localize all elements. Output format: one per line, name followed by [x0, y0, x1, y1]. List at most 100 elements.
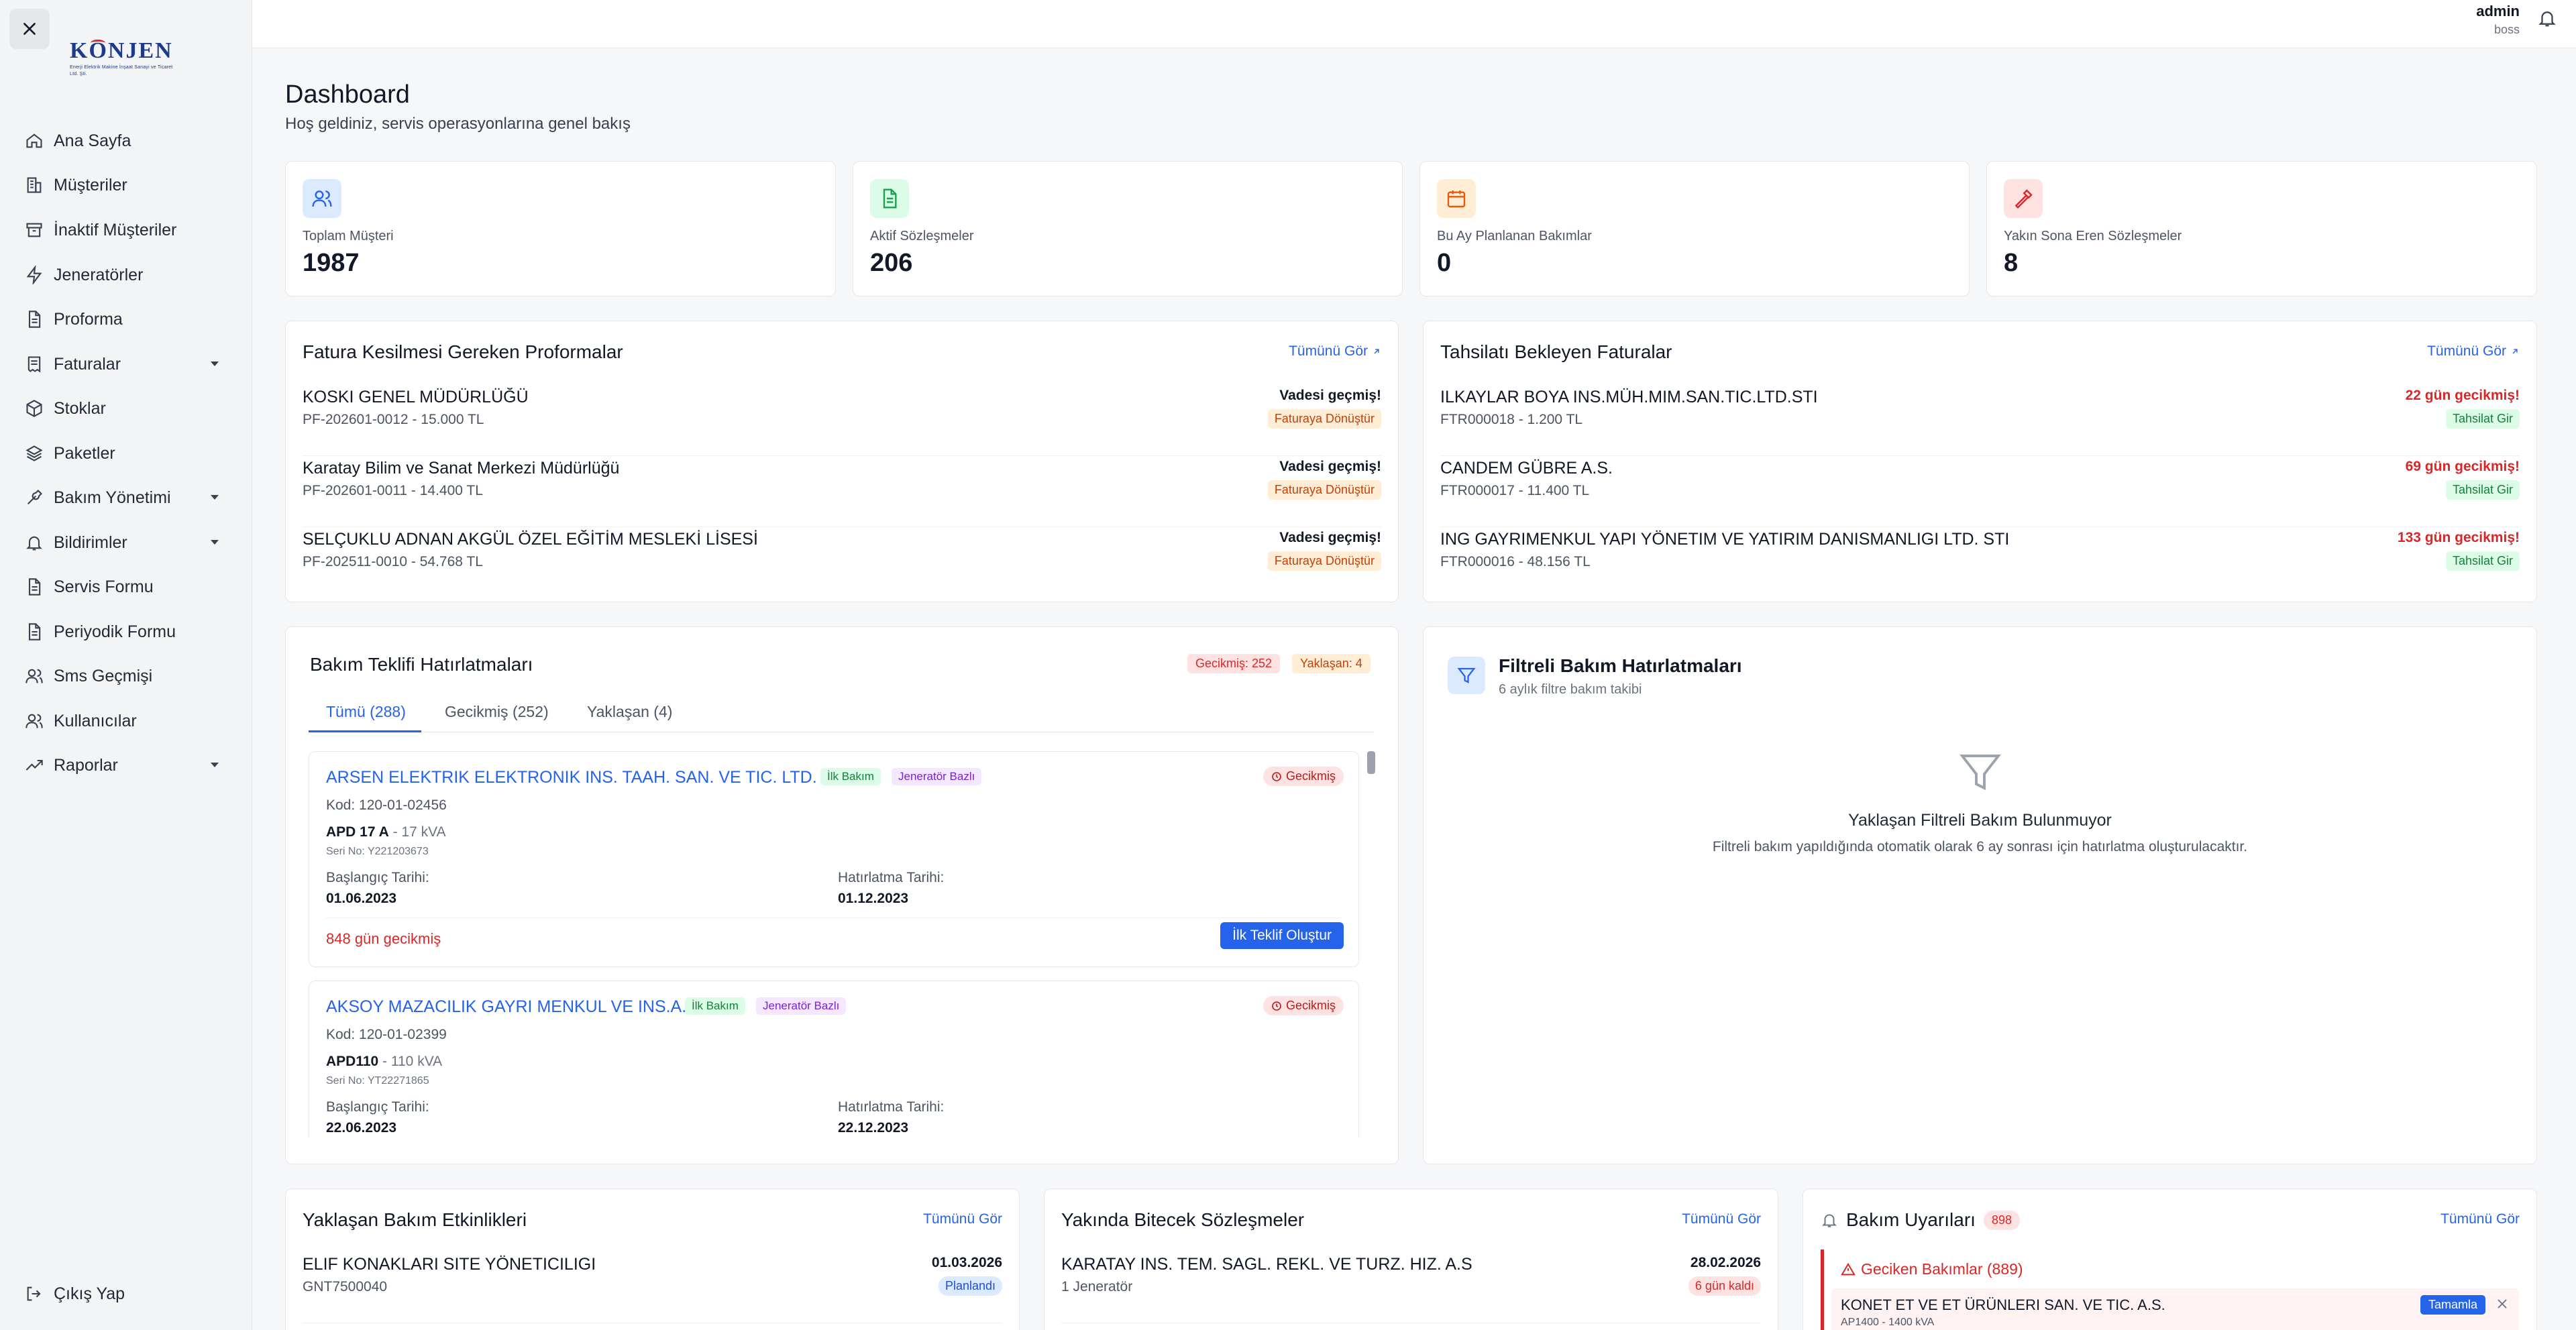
sidebar-item-faturalar[interactable]: Faturalar — [24, 348, 225, 380]
list-item[interactable]: ILKAYLAR BOYA INS.MÜH.MIM.SAN.TIC.LTD.ST… — [1440, 385, 2520, 456]
alert-item[interactable]: KONET ET VE ET ÜRÜNLERI SAN. VE TIC. A.S… — [1831, 1288, 2519, 1330]
home-icon — [24, 131, 44, 151]
list-item[interactable]: Karatay Bilim ve Sanat Merkezi Müdürlüğü… — [303, 456, 1381, 527]
sidebar-item-kullanicilar[interactable]: Kullanıcılar — [24, 705, 225, 737]
overdue-days: 848 gün gecikmiş — [326, 930, 441, 947]
customer-name-link[interactable]: ARSEN ELEKTRIK ELEKTRONIK INS. TAAH. SAN… — [326, 768, 848, 787]
convert-to-invoice-button[interactable]: Faturaya Dönüştür — [1267, 409, 1381, 429]
list-item[interactable]: KARATAY INS. TEM. SAGL. REKL. VE TURZ. H… — [1061, 1252, 1761, 1323]
scrollbar-thumb[interactable] — [1367, 751, 1375, 774]
view-all-link[interactable]: Tümünü Gör — [2427, 343, 2520, 359]
customer-name-link[interactable]: AKSOY MAZACILIK GAYRI MENKUL VE INS.A.S — [326, 997, 698, 1016]
model-name: APD110 — [326, 1054, 379, 1069]
sidebar-item-periyodik-formu[interactable]: Periyodik Formu — [24, 616, 225, 648]
stat-card-expiring-contracts[interactable]: Yakın Sona Eren Sözleşmeler 8 — [1986, 161, 2537, 296]
empty-state-text: Filtreli bakım yapıldığında otomatik ola… — [1712, 839, 2248, 854]
sidebar-item-raporlar[interactable]: Raporlar — [24, 749, 225, 781]
row-title: Karatay Bilim ve Sanat Merkezi Müdürlüğü — [303, 459, 620, 478]
sidebar-item-label: Faturalar — [54, 354, 121, 374]
reminder-card[interactable]: AKSOY MAZACILIK GAYRI MENKUL VE INS.A.S … — [309, 981, 1359, 1138]
list-item[interactable]: SELÇUKLU ADNAN AKGÜL ÖZEL EĞİTİM MESLEKİ… — [303, 527, 1381, 598]
stat-card-planned-maintenance[interactable]: Bu Ay Planlanan Bakımlar 0 — [1419, 161, 1970, 296]
generator-based-tag: Jeneratör Bazlı — [756, 997, 847, 1015]
list-item[interactable]: CANDEM GÜBRE A.S. FTR000017 - 11.400 TL … — [1440, 456, 2520, 527]
convert-to-invoice-button[interactable]: Faturaya Dönüştür — [1267, 551, 1381, 571]
logout-button[interactable]: Çıkış Yap — [24, 1278, 225, 1310]
serial-number: Seri No: Y221203673 — [326, 846, 429, 857]
archive-icon — [24, 220, 44, 240]
stat-card-total-customers[interactable]: Toplam Müşteri 1987 — [285, 161, 836, 296]
view-all-link[interactable]: Tümünü Gör — [1289, 343, 1381, 359]
list-item[interactable]: KOSKI GENEL MÜDÜRLÜĞÜ PF-202601-0012 - 1… — [303, 385, 1381, 456]
row-subtitle: GNT7500040 — [303, 1279, 388, 1294]
tab-upcoming[interactable]: Yaklaşan (4) — [587, 703, 673, 720]
upcoming-events-panel: Yaklaşan Bakım Etkinlikleri Tümünü Gör E… — [285, 1188, 1020, 1330]
view-all-link[interactable]: Tümünü Gör — [2440, 1211, 2520, 1227]
list-item[interactable]: ING GAYRIMENKUL YAPI YÖNETIM VE YATIRIM … — [1440, 527, 2520, 598]
sidebar-item-sms-gecmisi[interactable]: Sms Geçmişi — [24, 660, 225, 692]
wrench-icon — [24, 488, 44, 508]
panel-title: Bakım Teklifi Hatırlatmaları — [310, 654, 533, 675]
reminder-date-value: 22.12.2023 — [838, 1120, 909, 1135]
view-all-label: Tümünü Gör — [1682, 1211, 1761, 1227]
warning-icon — [1841, 1262, 1856, 1275]
sidebar-item-bildirimler[interactable]: Bildirimler — [24, 527, 225, 559]
overdue-maintenance-header[interactable]: Geciken Bakımlar (889) — [1841, 1260, 2023, 1278]
stat-label: Yakın Sona Eren Sözleşmeler — [2004, 229, 2182, 243]
row-title: KOSKI GENEL MÜDÜRLÜĞÜ — [303, 388, 529, 406]
empty-filter-icon — [1956, 748, 2004, 796]
sidebar-item-inaktif-musteriler[interactable]: İnaktif Müşteriler — [24, 214, 225, 246]
clock-icon — [1272, 771, 1281, 781]
bell-icon — [2538, 11, 2556, 27]
alert-title: KONET ET VE ET ÜRÜNLERI SAN. VE TIC. A.S… — [1841, 1296, 2165, 1313]
notifications-button[interactable] — [2537, 8, 2557, 28]
invoices-panel: Tahsilatı Bekleyen Faturalar Tümünü Gör … — [1423, 321, 2537, 602]
sidebar-item-label: Ana Sayfa — [54, 131, 131, 150]
reminder-date-label: Hatırlatma Tarihi: — [838, 1099, 945, 1115]
view-all-link[interactable]: Tümünü Gör — [1682, 1211, 1761, 1227]
sidebar-item-proforma[interactable]: Proforma — [24, 303, 225, 335]
row-date: 01.03.2026 — [931, 1255, 1002, 1270]
sidebar-item-label: Paketler — [54, 443, 115, 463]
users-icon — [24, 711, 44, 731]
list-item[interactable]: ELIF KONAKLARI SITE YÖNETICILIGI GNT7500… — [303, 1252, 1002, 1323]
close-sidebar-button[interactable] — [9, 9, 50, 49]
panel-title: Fatura Kesilmesi Gereken Proformalar — [303, 341, 623, 362]
enter-payment-button[interactable]: Tahsilat Gir — [2445, 409, 2520, 429]
customer-code: Kod: 120-01-02399 — [326, 1027, 447, 1042]
sidebar-item-paketler[interactable]: Paketler — [24, 437, 225, 469]
enter-payment-button[interactable]: Tahsilat Gir — [2445, 551, 2520, 571]
row-date: 28.02.2026 — [1690, 1255, 1761, 1270]
row-title: KARATAY INS. TEM. SAGL. REKL. VE TURZ. H… — [1061, 1255, 1472, 1274]
stat-value: 0 — [1437, 249, 1452, 277]
reminders-scroll-area[interactable]: ARSEN ELEKTRIK ELEKTRONIK INS. TAAH. SAN… — [309, 750, 1375, 1138]
tab-overdue[interactable]: Gecikmiş (252) — [445, 703, 549, 720]
sidebar-item-musteriler[interactable]: Müşteriler — [24, 169, 225, 201]
status-badge: Planlandı — [938, 1276, 1002, 1296]
sidebar-item-label: Bildirimler — [54, 533, 127, 552]
row-subtitle: FTR000016 - 48.156 TL — [1440, 554, 1591, 569]
row-subtitle: FTR000018 - 1.200 TL — [1440, 412, 1583, 427]
sidebar-item-bakim-yonetimi[interactable]: Bakım Yönetimi — [24, 482, 225, 514]
user-name[interactable]: admin — [2476, 3, 2520, 19]
dismiss-button[interactable] — [2495, 1296, 2510, 1311]
sidebar-item-stoklar[interactable]: Stoklar — [24, 392, 225, 425]
sidebar-item-jeneratorler[interactable]: Jeneratörler — [24, 259, 225, 291]
convert-to-invoice-button[interactable]: Faturaya Dönüştür — [1267, 480, 1381, 500]
stat-card-active-contracts[interactable]: Aktif Sözleşmeler 206 — [853, 161, 1403, 296]
sidebar-item-servis-formu[interactable]: Servis Formu — [24, 571, 225, 603]
chevron-down-icon — [211, 362, 219, 366]
view-all-link[interactable]: Tümünü Gör — [923, 1211, 1002, 1227]
first-maintenance-tag: İlk Bakım — [685, 997, 745, 1015]
reminder-card[interactable]: ARSEN ELEKTRIK ELEKTRONIK INS. TAAH. SAN… — [309, 751, 1359, 967]
empty-state-title: Yaklaşan Filtreli Bakım Bulunmuyor — [1848, 811, 2112, 830]
sidebar-item-label: Periyodik Formu — [54, 622, 176, 641]
file-icon — [24, 622, 44, 642]
complete-button[interactable]: Tamamla — [2420, 1295, 2485, 1315]
create-first-offer-button[interactable]: İlk Teklif Oluştur — [1220, 922, 1344, 949]
stat-value: 8 — [2004, 249, 2019, 277]
sidebar-item-ana-sayfa[interactable]: Ana Sayfa — [24, 125, 225, 157]
tab-all[interactable]: Tümü (288) — [326, 703, 406, 720]
enter-payment-button[interactable]: Tahsilat Gir — [2445, 480, 2520, 500]
page-title: Dashboard — [285, 80, 410, 109]
